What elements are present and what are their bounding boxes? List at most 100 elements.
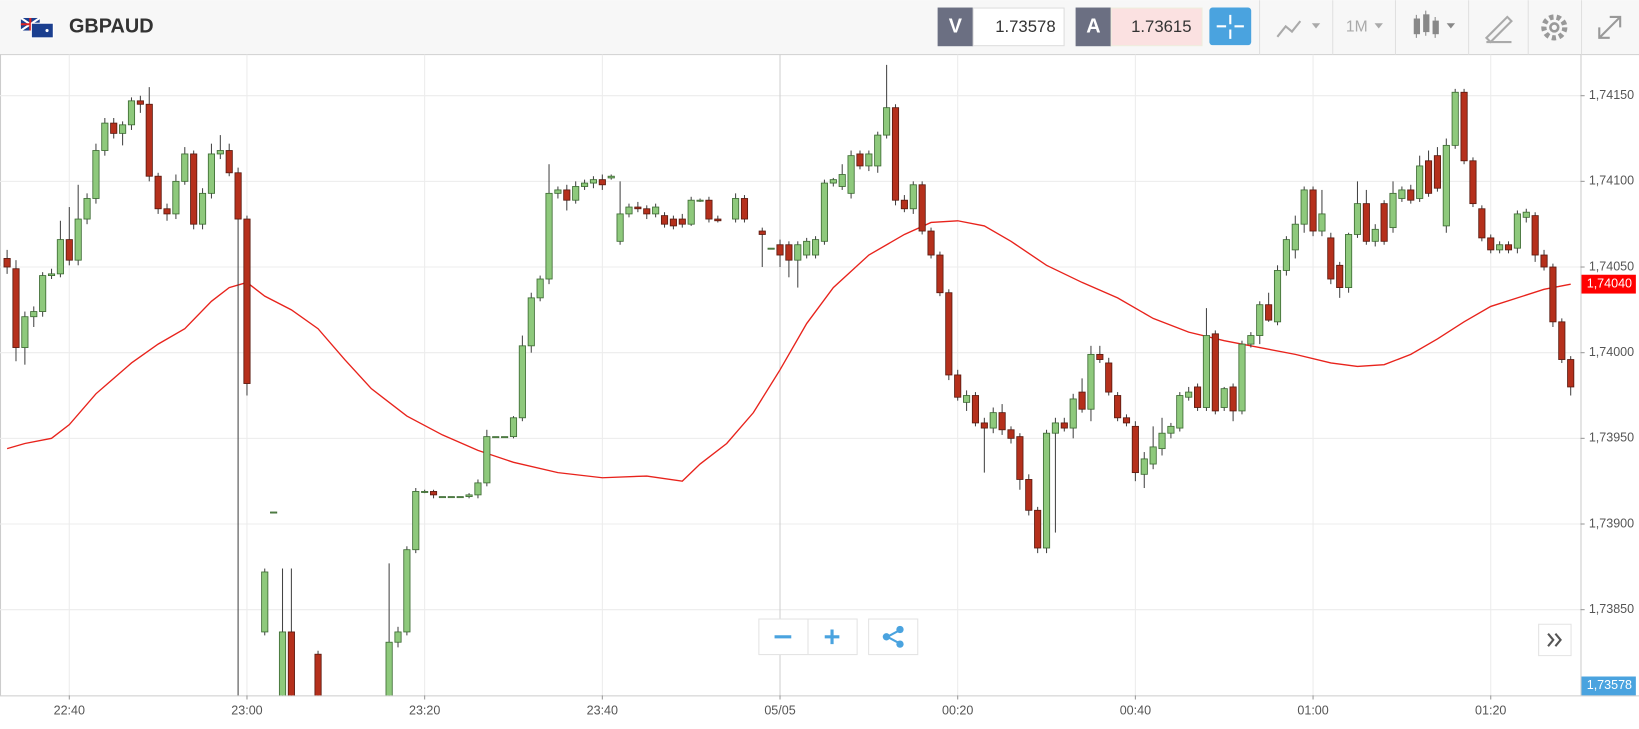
share-button[interactable]	[868, 618, 919, 656]
chart-type-button[interactable]	[1276, 20, 1321, 38]
candle-body	[1398, 189, 1406, 199]
candle-body	[429, 491, 438, 496]
candle-body	[856, 153, 864, 167]
flag-icon	[20, 17, 54, 39]
candle-body	[1407, 189, 1415, 201]
timeframe: 1M	[1346, 19, 1368, 36]
candle-body	[1007, 429, 1015, 439]
y-tick-label: 1,73900	[1589, 516, 1634, 530]
candle-body	[136, 100, 144, 105]
zoom-in-button[interactable]	[807, 618, 858, 656]
draw-button[interactable]	[1484, 15, 1513, 44]
candle-body	[554, 189, 562, 194]
candle-body	[660, 215, 669, 225]
candle-body	[927, 230, 935, 256]
candle-body	[216, 150, 224, 155]
candle-body	[1220, 388, 1228, 408]
candle-body	[1025, 479, 1033, 511]
candle-body	[847, 155, 855, 194]
candle-body	[963, 395, 971, 403]
buy-button[interactable]: A 1.73615	[1075, 7, 1203, 47]
candle-body	[545, 192, 553, 280]
candle-body	[1282, 239, 1290, 271]
candle-body	[287, 631, 295, 696]
candle-body	[1167, 425, 1175, 434]
candle-body	[492, 436, 500, 439]
candle-body	[1300, 189, 1308, 225]
candle-body	[1567, 359, 1575, 388]
candle-body	[119, 124, 127, 134]
candle-body	[1353, 203, 1362, 235]
candle-body	[1149, 446, 1157, 465]
candle-body	[65, 239, 73, 261]
candle-body	[403, 549, 411, 633]
candle-body	[891, 107, 900, 201]
candle-body	[794, 244, 802, 261]
candle-body	[456, 496, 464, 499]
candle-body	[1273, 270, 1282, 323]
candle-style-button[interactable]	[1413, 10, 1456, 38]
candle-body	[261, 571, 269, 633]
candle-body	[1389, 192, 1397, 229]
crosshair-button[interactable]	[1209, 7, 1252, 46]
timeframe-button[interactable]: 1M	[1346, 19, 1383, 36]
candle-body	[1229, 386, 1237, 412]
candle-body	[421, 491, 429, 493]
candle-body	[1194, 386, 1202, 408]
buy-price: 1.73615	[1131, 17, 1191, 36]
candle-body	[483, 436, 491, 484]
candle-body	[1487, 237, 1495, 251]
candle-body	[1336, 264, 1344, 288]
candle-body	[829, 179, 837, 184]
candle-body	[243, 218, 251, 384]
candle-body	[1078, 391, 1086, 410]
candle-body	[1496, 244, 1504, 251]
candle-body	[1451, 91, 1459, 146]
candle-body	[1522, 211, 1530, 218]
candle-body	[572, 186, 580, 201]
y-tick-label: 1,73850	[1589, 602, 1634, 616]
candle-body	[1114, 395, 1122, 419]
scroll-right-button[interactable]	[1538, 623, 1572, 657]
candle-body	[527, 297, 535, 347]
candle-body	[21, 316, 29, 348]
x-tick-label: 01:20	[1475, 703, 1506, 717]
candle-body	[1531, 215, 1539, 256]
candle-body	[447, 496, 455, 499]
candle-body	[714, 218, 722, 222]
candle-body	[954, 374, 962, 398]
candle-body	[314, 653, 322, 696]
candle-body	[1327, 237, 1335, 280]
candle-body	[30, 311, 38, 318]
zoom-out-button[interactable]	[758, 618, 809, 656]
candle-body	[989, 412, 997, 429]
candle-body	[1345, 234, 1353, 288]
candle-body	[225, 150, 233, 174]
candle-body	[1202, 335, 1211, 408]
candle-body	[1211, 333, 1219, 412]
candle-body	[998, 412, 1006, 431]
candle-body	[1291, 223, 1299, 251]
candle-body	[1087, 353, 1095, 410]
candle-body	[980, 422, 988, 429]
candle-body	[92, 150, 100, 199]
x-tick-label: 23:40	[587, 703, 618, 717]
y-tick-label: 1,74050	[1589, 259, 1634, 273]
candle-body	[1504, 244, 1513, 251]
candle-body	[1096, 353, 1104, 360]
fullscreen-button[interactable]	[1598, 15, 1622, 39]
candle-body	[145, 103, 153, 177]
candle-body	[1549, 266, 1557, 323]
candle-body	[509, 417, 518, 438]
candle-body	[501, 436, 509, 439]
candle-body	[1424, 160, 1433, 194]
x-tick-label: 01:00	[1297, 703, 1328, 717]
candle-body	[199, 192, 207, 225]
candle-body	[1034, 509, 1042, 549]
settings-button[interactable]	[1541, 14, 1568, 41]
candle-body	[705, 199, 713, 220]
candle-body	[1433, 155, 1441, 189]
sell-button[interactable]: V 1.73578	[937, 7, 1065, 47]
candle-body	[616, 213, 624, 242]
